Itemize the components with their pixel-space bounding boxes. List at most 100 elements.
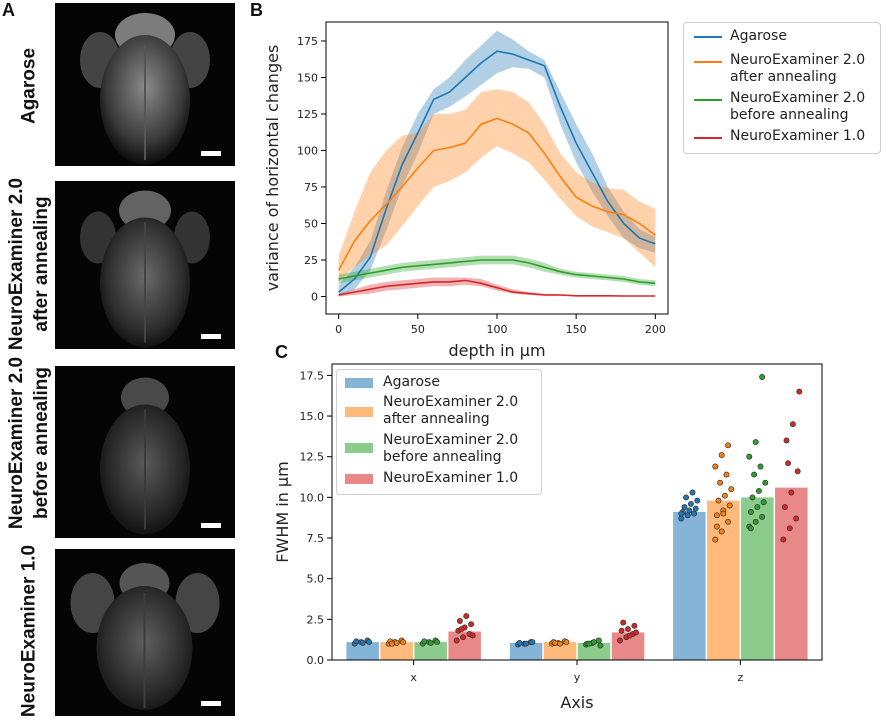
data-point <box>794 468 801 475</box>
row-label-ne2-before: NeuroExaminer 2.0 before annealing <box>6 356 52 530</box>
data-point <box>591 639 597 646</box>
scalebar <box>201 701 221 706</box>
y-tick-label: 7.5 <box>307 532 325 545</box>
data-point <box>757 463 764 470</box>
data-point <box>751 471 758 478</box>
data-point <box>523 640 529 647</box>
data-point <box>712 463 719 470</box>
series-line-1 <box>337 117 656 271</box>
data-point <box>631 622 638 629</box>
data-point <box>453 637 460 644</box>
data-point <box>366 639 373 646</box>
bar-y-2 <box>577 642 611 660</box>
legend-label-agarose: Agarose <box>730 28 787 44</box>
x-tick-label: y <box>574 671 581 684</box>
y-tick-label: 2.5 <box>307 613 325 626</box>
legend-label-ne2-before: NeuroExaminer 2.0 before annealing <box>730 90 866 123</box>
data-point <box>789 421 796 428</box>
brain-image-agarose <box>55 3 235 166</box>
data-point <box>516 639 523 646</box>
y-tick-label: 25 <box>304 254 318 267</box>
data-point <box>752 518 759 525</box>
data-point <box>421 638 428 645</box>
data-point <box>458 626 465 633</box>
panel-b-line-chart: 0 50 100 150 200 0 25 50 75 100 125 150 175 depth in … <box>263 21 669 360</box>
panel-c-letter: C <box>275 342 288 362</box>
data-point <box>752 439 759 446</box>
data-point <box>692 505 699 512</box>
data-point <box>755 487 762 494</box>
data-point <box>725 442 732 449</box>
data-point <box>678 515 685 522</box>
brain-tissue-ne2-before <box>100 377 190 535</box>
x-tick-label: 200 <box>645 323 666 336</box>
data-point <box>793 515 800 522</box>
y-axis-label: FWHM in µm <box>273 461 292 562</box>
row-label-ne1: NeuroExaminer 1.0 <box>18 544 40 718</box>
y-tick-label: 0.0 <box>307 654 325 667</box>
data-point <box>728 486 735 493</box>
data-point <box>715 497 722 504</box>
data-point <box>595 637 602 644</box>
data-point <box>618 627 625 634</box>
data-point <box>434 639 441 646</box>
legend-label-agarose: Agarose <box>383 374 440 390</box>
panel-b-legend: Agarose NeuroExaminer 2.0 after annealin… <box>683 22 881 154</box>
y-tick-label: 15.0 <box>300 410 325 423</box>
data-point <box>759 513 766 520</box>
y-tick-label: 125 <box>297 108 318 121</box>
legend-label-ne1: NeuroExaminer 1.0 <box>730 128 866 144</box>
x-tick-label: x <box>410 671 417 684</box>
data-point <box>713 512 720 519</box>
series-line-2 <box>338 259 656 285</box>
data-point <box>684 512 691 519</box>
data-point <box>796 388 803 395</box>
x-tick-label: z <box>737 671 743 684</box>
scalebar <box>201 334 221 339</box>
data-point <box>788 489 795 496</box>
data-point <box>717 479 724 486</box>
data-point <box>388 640 395 647</box>
y-tick-label: 175 <box>297 35 318 48</box>
data-point <box>747 509 754 515</box>
data-point <box>712 536 719 543</box>
x-tick-label: 150 <box>566 323 587 336</box>
data-point <box>633 629 639 636</box>
data-point <box>617 637 623 644</box>
data-point <box>626 632 633 639</box>
data-point <box>353 638 360 645</box>
brain-tissue-ne2-after <box>80 190 210 348</box>
data-point <box>723 471 730 478</box>
y-tick-label: 50 <box>304 217 318 230</box>
y-tick-label: 17.5 <box>300 369 325 382</box>
data-point <box>694 497 701 504</box>
row-label-agarose: Agarose <box>18 47 40 125</box>
data-point <box>557 640 563 647</box>
data-point <box>721 492 728 499</box>
data-point <box>780 536 787 543</box>
legend-line-ne2-after <box>694 61 722 63</box>
y-tick-label: 100 <box>297 144 318 157</box>
x-axis-label: Axis <box>560 693 593 712</box>
legend-label-ne1: NeuroExaminer 1.0 <box>383 470 519 486</box>
data-point <box>681 504 688 511</box>
series-line-3 <box>338 279 656 297</box>
data-point <box>718 528 725 535</box>
confidence-band-2 <box>338 255 656 287</box>
legend-label-ne2-after: NeuroExaminer 2.0 after annealing <box>383 394 519 427</box>
data-point <box>760 499 767 506</box>
data-point <box>718 452 725 459</box>
data-point <box>686 507 693 514</box>
panel-c-bar-chart: x y z 0.0 2.5 5.0 7.5 10.0 12.5 15.0 17.5 Axis FWHM … <box>273 363 823 712</box>
brain-image-ne2-after <box>55 181 235 349</box>
data-point <box>759 374 766 380</box>
data-point <box>781 504 788 511</box>
data-point <box>713 523 720 530</box>
data-point <box>749 494 756 501</box>
data-point <box>552 639 559 646</box>
legend-patch-ne1 <box>345 474 373 484</box>
data-point <box>427 639 434 646</box>
data-point <box>468 621 475 628</box>
data-point <box>683 494 690 501</box>
legend-patch-agarose <box>345 378 373 388</box>
